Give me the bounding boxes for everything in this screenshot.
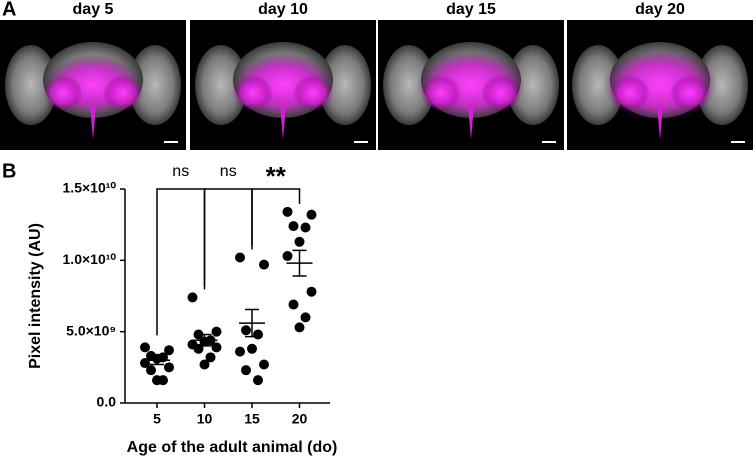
x-axis-title: Age of the adult animal (do): [127, 439, 338, 456]
image-label: day 5: [73, 1, 114, 18]
data-point: [259, 359, 269, 370]
significance-bracket: [203, 188, 253, 286]
data-point: [187, 292, 198, 303]
y-axis-title: Pixel intensity (AU): [27, 223, 44, 369]
image-label: day 15: [446, 1, 496, 18]
data-point: [235, 346, 245, 357]
data-point: [164, 362, 174, 373]
stain: [481, 75, 521, 111]
data-point: [300, 222, 311, 233]
data-point: [288, 221, 299, 232]
data-point: [294, 322, 305, 333]
x-tick-label: 5: [153, 411, 161, 427]
data-point: [146, 365, 156, 376]
panel-letter: A: [2, 0, 16, 20]
data-point: [164, 345, 174, 356]
x-tick-label: 10: [197, 411, 213, 427]
image-label: day 10: [258, 1, 308, 18]
x-tick-label: 20: [292, 411, 308, 427]
data-point: [282, 206, 293, 217]
optic-lobe: [696, 45, 748, 125]
error-bar: [197, 333, 212, 347]
stain: [293, 75, 333, 111]
data-point: [253, 375, 263, 386]
y-tick-label: 0.0: [97, 394, 117, 410]
error-bar: [292, 249, 307, 277]
significance-bracket: [156, 188, 206, 336]
significance-label: **: [266, 161, 287, 191]
optic-lobe: [195, 45, 247, 125]
micrograph: [378, 20, 564, 150]
image-label: day 20: [635, 1, 685, 18]
data-point: [211, 342, 222, 353]
optic-lobe: [129, 45, 181, 125]
data-point: [211, 326, 222, 337]
y-tick-label: 1.5×10¹⁰: [63, 180, 117, 196]
data-point: [288, 299, 299, 310]
data-point: [247, 343, 257, 354]
panel-letter: B: [2, 160, 16, 182]
stain: [43, 75, 83, 111]
error-bar: [245, 308, 259, 338]
stain: [657, 105, 663, 140]
stain: [280, 105, 286, 140]
significance-label: ns: [220, 163, 237, 180]
data-point: [306, 209, 317, 220]
optic-lobe: [319, 45, 371, 125]
y-tick-label: 1.0×10¹⁰: [63, 251, 117, 267]
micrograph: [190, 20, 376, 150]
data-point: [205, 352, 216, 363]
optic-lobe: [507, 45, 559, 125]
data-point: [282, 251, 293, 262]
data-point: [300, 312, 311, 323]
x-tick-label: 15: [244, 411, 260, 427]
significance-label: ns: [172, 163, 189, 180]
data-point: [241, 365, 251, 376]
data-point: [259, 259, 269, 270]
data-point: [235, 252, 245, 263]
stain: [103, 75, 143, 111]
data-point: [253, 329, 263, 340]
optic-lobe: [383, 45, 435, 125]
stain: [670, 75, 710, 111]
data-point: [306, 286, 317, 297]
stain: [610, 75, 650, 111]
y-tick-label: 5.0×10⁹: [66, 322, 116, 338]
optic-lobe: [5, 45, 57, 125]
micrograph: [567, 20, 753, 150]
optic-lobe: [572, 45, 624, 125]
data-point: [199, 359, 210, 370]
stain: [90, 105, 96, 140]
data-point: [152, 375, 162, 386]
stain: [421, 75, 461, 111]
error-bar: [150, 355, 164, 366]
significance-bracket: [251, 188, 301, 246]
data-point: [294, 236, 305, 247]
data-point: [140, 342, 150, 353]
stain: [233, 75, 273, 111]
stain: [468, 105, 474, 140]
data-point: [241, 325, 251, 336]
micrograph: [0, 20, 186, 150]
